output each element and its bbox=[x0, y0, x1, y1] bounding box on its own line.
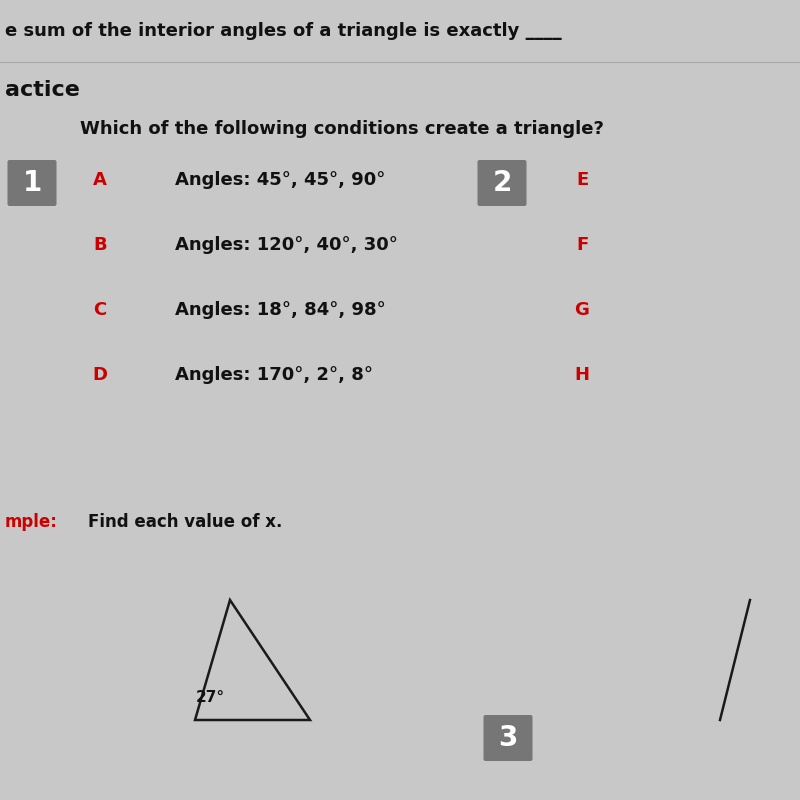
Text: 1: 1 bbox=[22, 169, 42, 197]
Text: E: E bbox=[576, 171, 588, 189]
Text: Which of the following conditions create a triangle?: Which of the following conditions create… bbox=[80, 120, 604, 138]
Text: D: D bbox=[93, 366, 107, 384]
Text: G: G bbox=[574, 301, 590, 319]
Text: actice: actice bbox=[5, 80, 80, 100]
Text: C: C bbox=[94, 301, 106, 319]
Text: F: F bbox=[576, 236, 588, 254]
Text: e sum of the interior angles of a triangle is exactly ____: e sum of the interior angles of a triang… bbox=[5, 22, 562, 40]
FancyBboxPatch shape bbox=[7, 160, 57, 206]
Text: mple:: mple: bbox=[5, 513, 58, 531]
Text: A: A bbox=[93, 171, 107, 189]
FancyBboxPatch shape bbox=[483, 715, 533, 761]
Text: H: H bbox=[574, 366, 590, 384]
Text: 2: 2 bbox=[492, 169, 512, 197]
Text: Angles: 120°, 40°, 30°: Angles: 120°, 40°, 30° bbox=[175, 236, 398, 254]
FancyBboxPatch shape bbox=[478, 160, 526, 206]
Text: Angles: 45°, 45°, 90°: Angles: 45°, 45°, 90° bbox=[175, 171, 386, 189]
Text: B: B bbox=[93, 236, 107, 254]
Text: Angles: 170°, 2°, 8°: Angles: 170°, 2°, 8° bbox=[175, 366, 373, 384]
Text: 3: 3 bbox=[498, 724, 518, 752]
Text: 27°: 27° bbox=[196, 690, 225, 705]
Text: Angles: 18°, 84°, 98°: Angles: 18°, 84°, 98° bbox=[175, 301, 386, 319]
Text: Find each value of x.: Find each value of x. bbox=[88, 513, 282, 531]
